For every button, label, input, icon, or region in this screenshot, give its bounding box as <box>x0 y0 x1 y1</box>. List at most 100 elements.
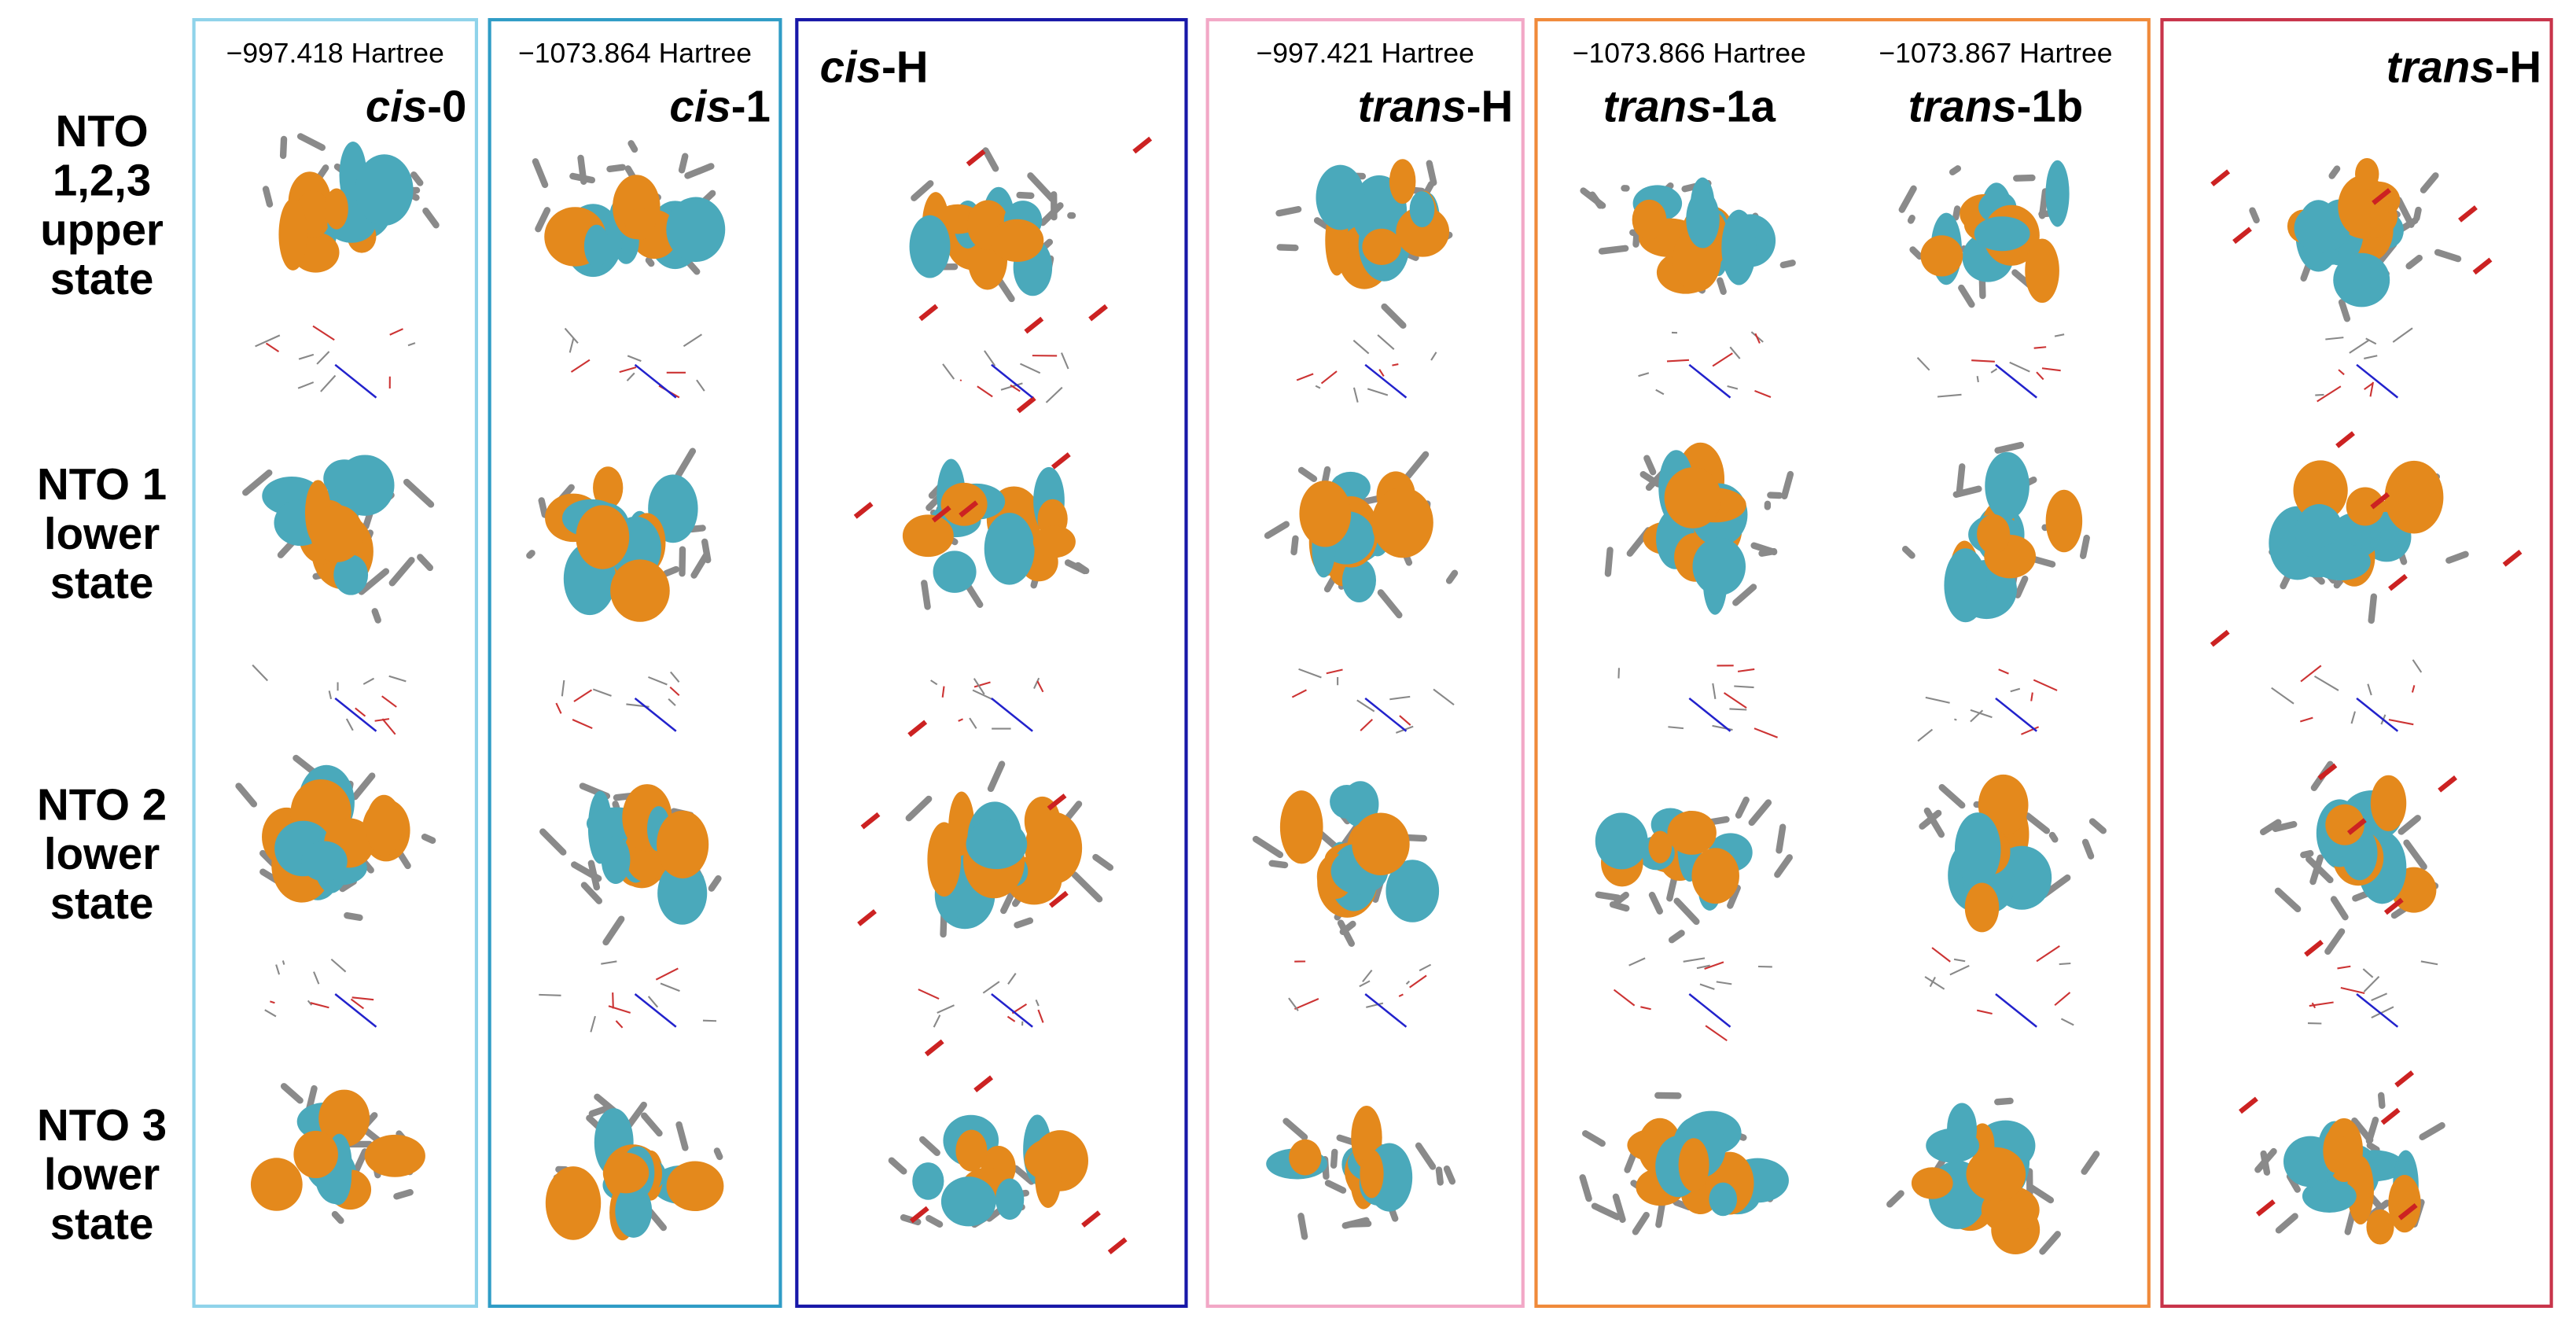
wireframe <box>984 350 996 366</box>
water <box>2472 257 2493 275</box>
wireframe <box>1917 728 1934 742</box>
bond <box>996 277 1015 303</box>
bond <box>2260 1150 2271 1176</box>
orbital-lobe <box>2045 160 2070 227</box>
bond <box>1952 485 1982 498</box>
orbital-lobe <box>2355 158 2379 190</box>
orbital-lobe <box>966 819 1028 870</box>
bond <box>577 154 587 186</box>
bond <box>1276 244 1299 252</box>
orbital-lobe <box>601 835 631 884</box>
bond <box>1776 823 1787 854</box>
wireframe <box>1754 727 1778 738</box>
bond <box>2368 593 2378 624</box>
water <box>2346 818 2367 835</box>
bond <box>2398 815 2421 835</box>
orbital-lobe <box>2302 1179 2357 1213</box>
bond <box>351 1148 369 1176</box>
panel-border <box>192 17 479 1309</box>
bond <box>1898 185 1917 213</box>
wireframe <box>1294 998 1319 1011</box>
dipole-arrow <box>1688 697 1731 732</box>
panel-border <box>488 17 782 1309</box>
water <box>1047 794 1067 811</box>
wireframe <box>2420 960 2438 966</box>
wireframe <box>1729 346 1741 359</box>
bond <box>1415 1142 1437 1170</box>
wireframe <box>1737 668 1755 672</box>
orbital-lobe <box>593 466 624 510</box>
orbital-lobe <box>1386 860 1440 922</box>
bond <box>588 1104 613 1118</box>
wireframe <box>2317 385 2342 403</box>
orbital-lobe <box>2338 175 2389 238</box>
wireframe <box>1712 683 1717 699</box>
panel-name: cis-1 <box>669 82 771 131</box>
bond <box>2274 887 2302 913</box>
wireframe <box>1704 961 1724 970</box>
orbital-lobe <box>666 1161 724 1212</box>
water <box>2370 492 2390 510</box>
bond <box>1582 1130 1606 1147</box>
bond <box>1666 875 1678 902</box>
dipole-arrow <box>1688 993 1731 1028</box>
bond <box>663 565 679 577</box>
wireframe <box>1727 385 1739 390</box>
bond <box>1297 466 1318 482</box>
wireframe <box>1367 388 1389 396</box>
wireframe <box>668 698 676 706</box>
wireframe <box>1360 718 1374 731</box>
bond <box>279 135 288 160</box>
wireframe <box>1356 699 1375 713</box>
bond <box>1381 303 1407 330</box>
wireframe <box>298 353 315 360</box>
wireframe <box>2388 719 2414 726</box>
dipole-arrow <box>1364 993 1408 1028</box>
wireframe <box>1060 352 1069 370</box>
row-label-line: state <box>50 878 154 928</box>
dipole-arrow <box>991 993 1033 1028</box>
bond <box>1748 799 1772 827</box>
orbital-lobe <box>1360 1149 1384 1199</box>
water <box>2232 226 2252 245</box>
orbital-lobe <box>1032 525 1076 558</box>
bond <box>2249 207 2260 224</box>
wireframe <box>381 695 397 708</box>
orbital-lobe <box>1289 1139 1322 1176</box>
water <box>959 500 979 517</box>
bond <box>2079 534 2090 559</box>
panel-name: trans-H <box>2386 42 2541 91</box>
bond <box>2048 831 2059 843</box>
orbital-lobe <box>1691 848 1739 904</box>
orbital-lobe <box>1632 199 1667 240</box>
row-label-line: NTO 2 <box>37 780 167 830</box>
bond <box>1092 853 1114 871</box>
wireframe <box>539 993 561 996</box>
wireframe <box>933 1014 941 1028</box>
bond <box>2026 1183 2055 1204</box>
wireframe <box>1392 363 1399 366</box>
dipole-arrow <box>1364 697 1408 732</box>
wireframe <box>1655 388 1665 396</box>
bond <box>2272 820 2298 833</box>
bond <box>1919 809 1942 830</box>
bond <box>331 1210 344 1224</box>
dipole-arrow <box>1995 993 2037 1028</box>
wireframe <box>1366 1002 1384 1008</box>
name-prefix: trans <box>2386 42 2495 91</box>
wireframe <box>2313 676 2339 691</box>
bond <box>675 1121 689 1151</box>
energy-label: −997.418 Hartree <box>226 37 444 68</box>
wireframe <box>1033 677 1040 690</box>
orbital-lobe <box>576 505 630 569</box>
bond <box>2338 299 2351 322</box>
bond <box>1774 854 1793 878</box>
orbital-lobe <box>1954 812 2001 887</box>
name-prefix: cis <box>820 42 881 91</box>
wireframe <box>972 689 994 701</box>
wireframe <box>1617 668 1621 679</box>
wireframe <box>2325 337 2344 341</box>
bond <box>1268 860 1289 869</box>
wireframe <box>2367 683 2372 696</box>
